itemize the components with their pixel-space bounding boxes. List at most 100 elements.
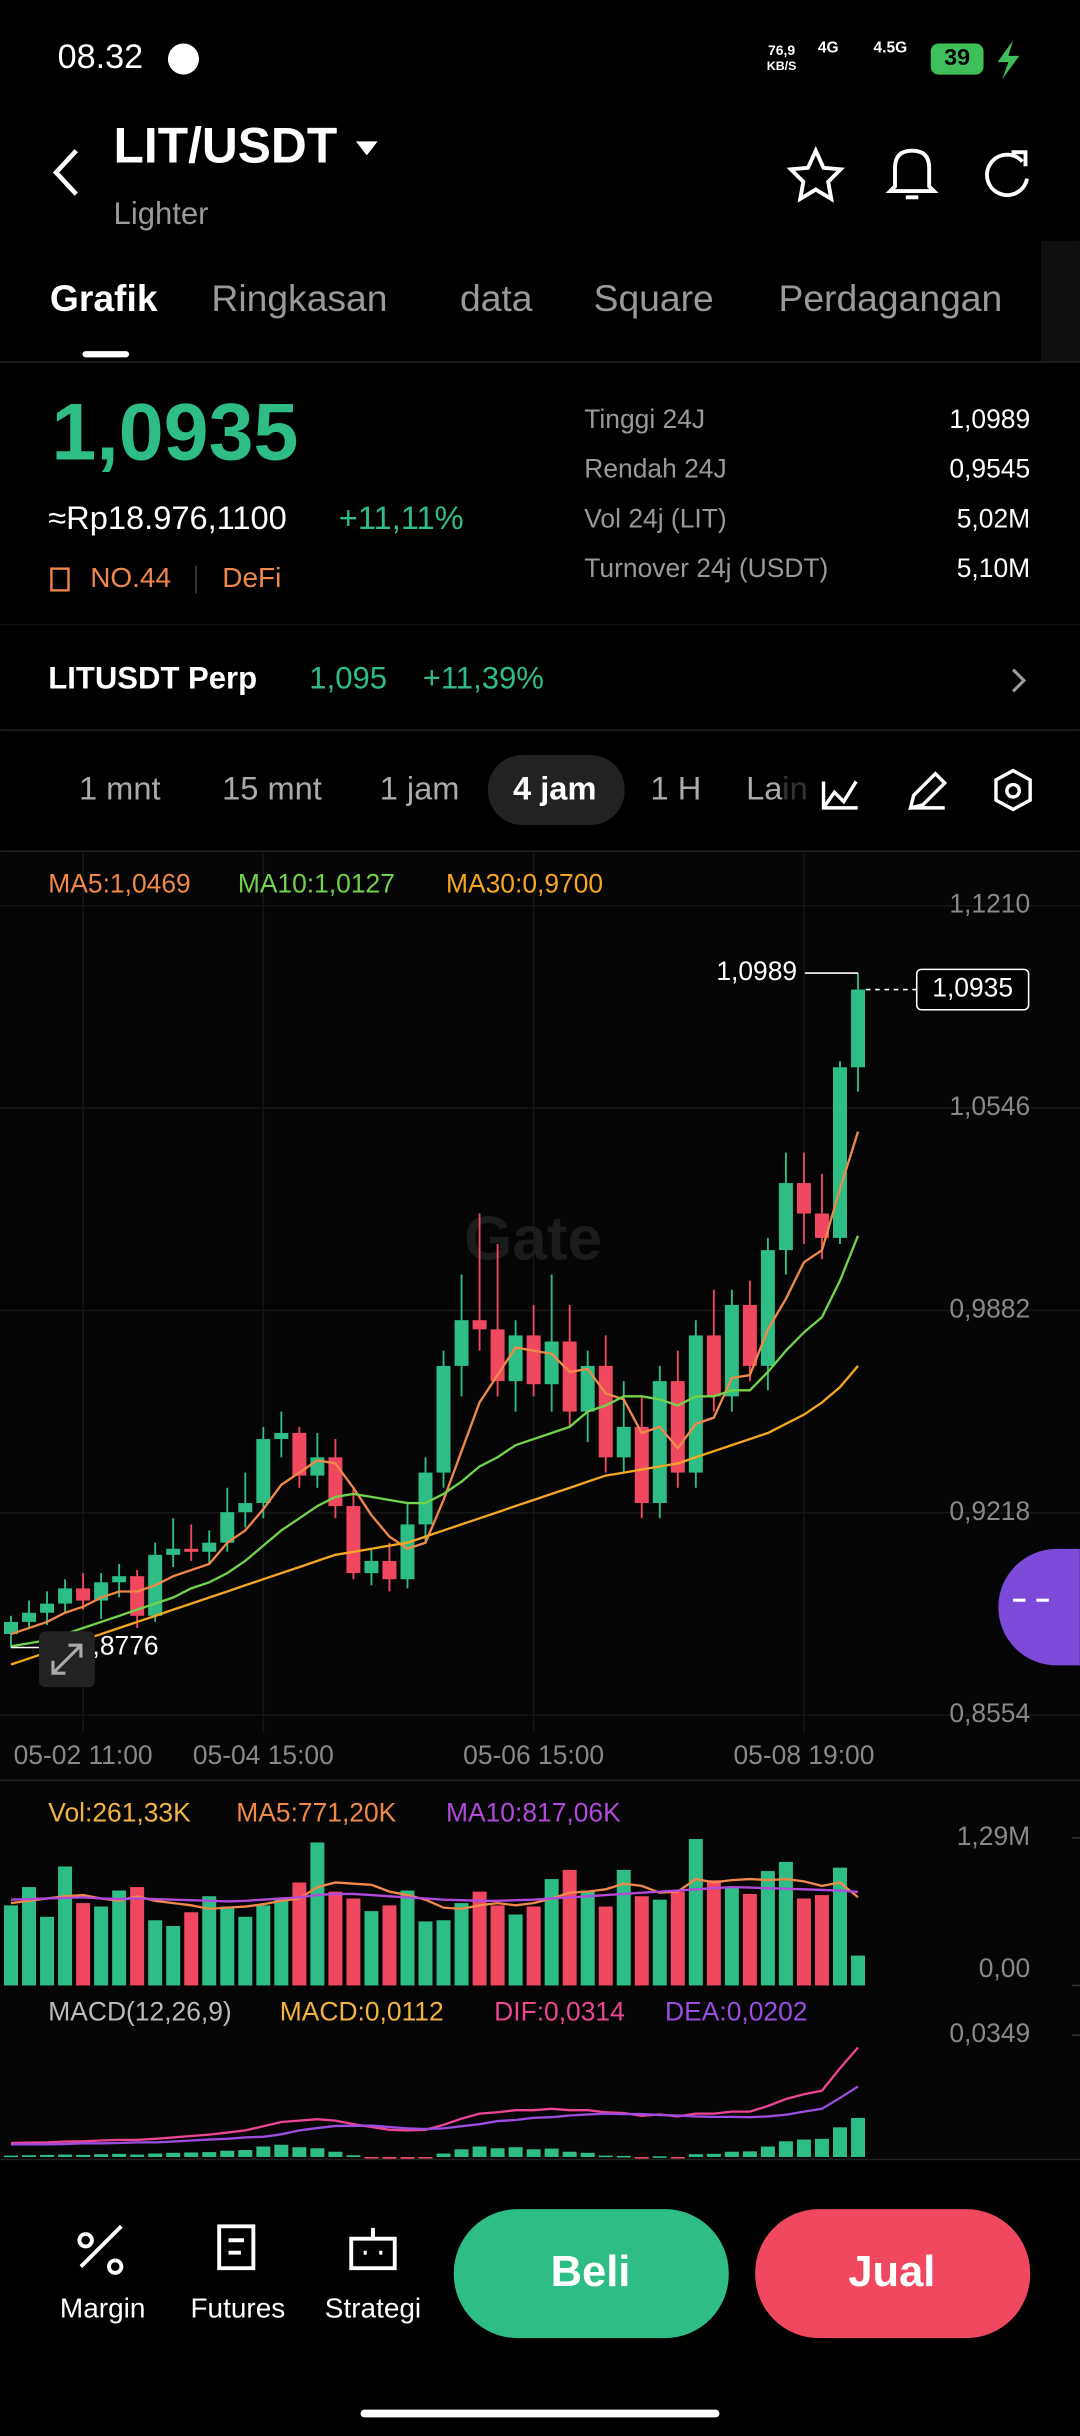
- action-label[interactable]: Futures: [190, 2293, 285, 2324]
- candle-body: [256, 1439, 271, 1504]
- candle-body: [220, 1512, 235, 1543]
- bar: [508, 2147, 523, 2157]
- candle-body: [472, 1320, 487, 1330]
- price-change: +11,11%: [339, 499, 464, 536]
- candle-body: [598, 1365, 613, 1458]
- bar: [274, 1898, 289, 1986]
- bar: [346, 2155, 361, 2157]
- sector[interactable]: DeFi: [222, 562, 281, 593]
- margin-icon[interactable]: [77, 2224, 124, 2275]
- legend-entry: DIF:0,0314: [494, 1996, 625, 2026]
- interval[interactable]: 15 mnt: [222, 769, 322, 806]
- pair-title[interactable]: LIT/USDT: [114, 117, 338, 173]
- bar: [184, 2152, 199, 2157]
- candle-body: [508, 1335, 523, 1382]
- bar: [418, 2156, 433, 2159]
- tab[interactable]: Ringkasan: [211, 277, 387, 319]
- y-tick-label: 1,1210: [949, 889, 1030, 919]
- tab[interactable]: Square: [594, 277, 714, 319]
- pair-dropdown[interactable]: [355, 141, 378, 156]
- stat-label: Tinggi 24J: [584, 404, 705, 434]
- bar: [526, 1906, 541, 1986]
- bar: [418, 1921, 433, 1986]
- y-tick-label: 0,9218: [949, 1496, 1030, 1526]
- tab[interactable]: data: [460, 277, 533, 319]
- candle-body: [833, 1067, 847, 1238]
- sell-button[interactable]: [755, 2209, 1031, 2339]
- interval[interactable]: 1 H: [651, 769, 702, 806]
- interval[interactable]: 1 jam: [380, 769, 460, 806]
- candle-body: [670, 1381, 685, 1473]
- candle-body: [526, 1335, 541, 1385]
- candle-body: [4, 1621, 19, 1635]
- candle-body: [760, 1250, 775, 1366]
- bar: [490, 2148, 505, 2157]
- buy-button[interactable]: [453, 2209, 729, 2339]
- bar: [22, 1887, 37, 1986]
- draw-button[interactable]: [908, 771, 948, 811]
- share-button[interactable]: [985, 150, 1029, 197]
- futures-icon[interactable]: [217, 2224, 256, 2271]
- interval-fade: [784, 755, 819, 825]
- candle-body: [184, 1548, 199, 1552]
- settings-icon-dot: [1005, 782, 1021, 799]
- bar: [742, 1893, 757, 1986]
- indicator-button[interactable]: [821, 780, 858, 810]
- action-label[interactable]: Margin: [60, 2293, 145, 2324]
- tab-indicator: [82, 351, 130, 358]
- indicator-line: [10, 1885, 859, 1903]
- perp-chevron[interactable]: [1011, 668, 1027, 693]
- bar: [292, 1882, 307, 1986]
- candle-body: [634, 1426, 649, 1504]
- bar: [833, 1867, 847, 1986]
- perp-name[interactable]: LITUSDT Perp: [48, 661, 257, 696]
- stat-value: 5,02M: [957, 503, 1030, 533]
- bar: [400, 1890, 415, 1986]
- back-button[interactable]: [52, 149, 78, 196]
- bar: [148, 1920, 163, 1986]
- bar: [238, 2150, 253, 2157]
- candle-body: [418, 1472, 433, 1525]
- last-price-box: [915, 968, 1030, 1011]
- watermark: Gate: [464, 1204, 602, 1273]
- candle-body: [292, 1432, 307, 1476]
- rank-icon: [50, 567, 70, 592]
- bar: [598, 2155, 613, 2158]
- action-label[interactable]: Strategi: [325, 2293, 421, 2324]
- action-bar: Margin Futures Strategi: [60, 2293, 421, 2324]
- bar: [851, 1955, 866, 1986]
- panel-title: MACD(12,26,9): [48, 1996, 231, 2026]
- candle-body: [346, 1506, 361, 1574]
- candle-body: [436, 1365, 451, 1473]
- alert-button[interactable]: [885, 148, 939, 200]
- indicator-line: [11, 2085, 859, 2146]
- tab[interactable]: Grafik: [50, 277, 158, 319]
- interval[interactable]: 1 mnt: [79, 769, 161, 806]
- buy-label[interactable]: Beli: [551, 2248, 631, 2296]
- net-speed-unit: KB/S: [767, 59, 797, 73]
- interval[interactable]: 4 jam: [513, 769, 596, 806]
- home-indicator: [360, 2409, 720, 2418]
- bar: [580, 2152, 595, 2157]
- bar: [112, 1890, 127, 1986]
- bar: [436, 2153, 451, 2157]
- bar: [40, 2154, 55, 2157]
- y-tick-label: 0,00: [979, 1953, 1030, 1983]
- battery-level: 39: [944, 44, 970, 70]
- bar: [833, 2127, 847, 2157]
- settings-button[interactable]: [994, 768, 1032, 812]
- strategy-icon[interactable]: [349, 2227, 397, 2271]
- tab[interactable]: Perdagangan: [778, 277, 1002, 319]
- favorite-button[interactable]: [786, 146, 845, 203]
- candle-body: [202, 1542, 217, 1552]
- expand-icon: [51, 1643, 83, 1675]
- floating-assistant[interactable]: [998, 1548, 1080, 1666]
- bar: [346, 1898, 361, 1986]
- network-type: 4G: [818, 39, 839, 56]
- bar: [778, 1861, 793, 1986]
- bar: [436, 1920, 451, 1986]
- candle-body: [796, 1183, 811, 1214]
- sell-label[interactable]: Jual: [848, 2248, 935, 2296]
- indicator-line: [10, 2046, 859, 2145]
